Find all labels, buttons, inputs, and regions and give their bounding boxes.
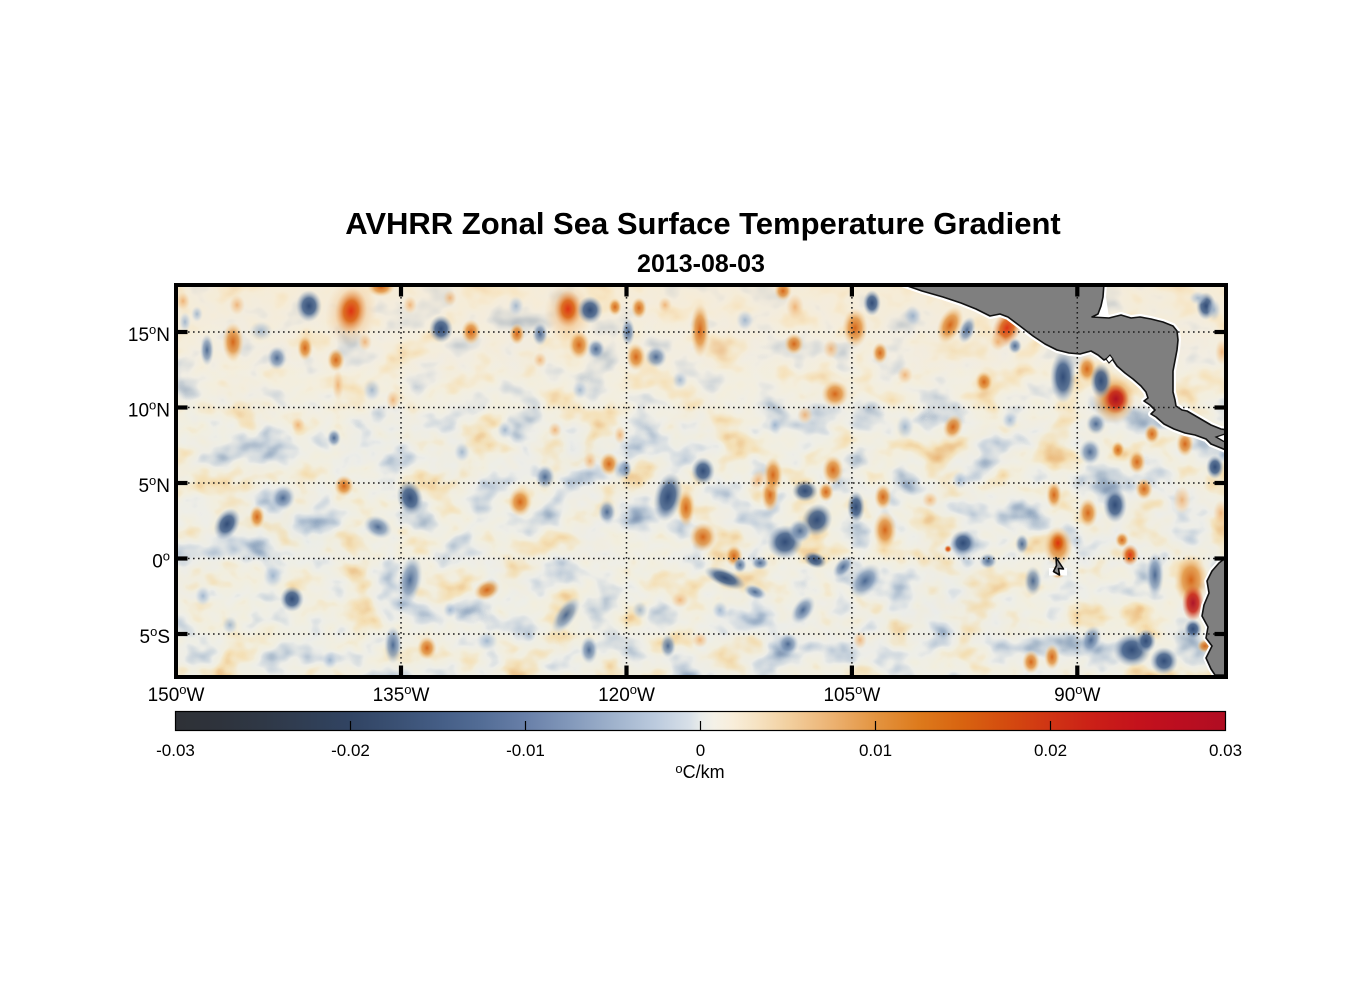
svg-text:10oN: 10oN <box>128 398 170 422</box>
svg-text:120oW: 120oW <box>598 682 655 706</box>
svg-text:5oN: 5oN <box>138 473 170 497</box>
svg-text:2013-08-03: 2013-08-03 <box>637 250 765 278</box>
svg-text:0.02: 0.02 <box>1034 741 1067 760</box>
svg-text:0.01: 0.01 <box>859 741 892 760</box>
svg-text:0: 0 <box>696 741 705 760</box>
svg-text:0.03: 0.03 <box>1209 741 1242 760</box>
svg-text:AVHRR Zonal Sea Surface Temper: AVHRR Zonal Sea Surface Temperature Grad… <box>345 206 1060 241</box>
svg-text:-0.01: -0.01 <box>506 741 545 760</box>
svg-text:-0.02: -0.02 <box>331 741 370 760</box>
svg-text:-0.03: -0.03 <box>156 741 195 760</box>
svg-text:135oW: 135oW <box>373 682 430 706</box>
svg-text:105oW: 105oW <box>823 682 880 706</box>
svg-text:150oW: 150oW <box>148 682 205 706</box>
svg-text:oC/km: oC/km <box>675 761 724 782</box>
svg-text:15oN: 15oN <box>128 322 170 346</box>
